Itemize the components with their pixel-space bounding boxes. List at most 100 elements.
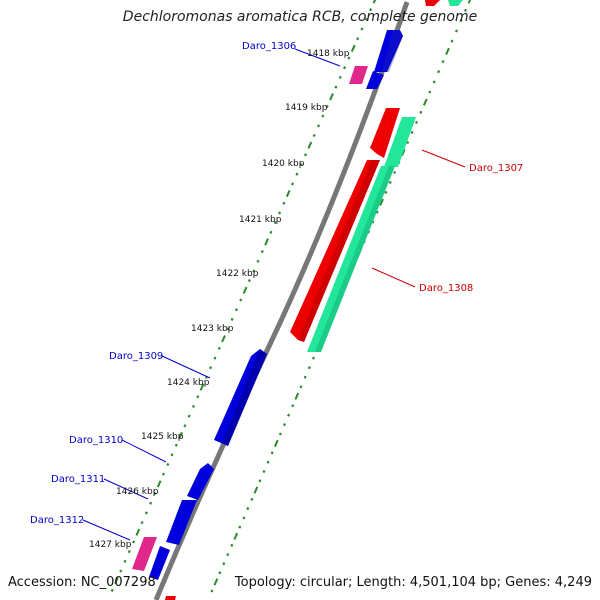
inner-tick-ring-tick	[161, 472, 166, 476]
gene-blue-1306[interactable]	[366, 71, 384, 89]
outer-tick-ring-tick	[262, 469, 266, 474]
gene-blue-1309[interactable]	[214, 349, 267, 446]
inner-tick-ring-tick	[299, 162, 303, 167]
kbp-label-1420: 1420 kbp	[262, 159, 305, 169]
outer-tick-ring-tick	[213, 578, 219, 586]
outer-tick-ring-tick	[467, 0, 472, 4]
inner-tick-ring-tick	[149, 501, 153, 505]
gene-pink-1312[interactable]	[132, 537, 157, 571]
inner-tick-ring-tick	[217, 346, 221, 350]
outer-tick-ring-tick	[384, 190, 388, 194]
gene-blue-1309-shade	[222, 349, 267, 446]
gene-label-daro-1308[interactable]: Daro_1308	[419, 283, 473, 294]
inner-tick-ring-tick	[132, 540, 136, 544]
outer-tick-ring-tick	[388, 180, 392, 184]
leader-1307	[421, 149, 466, 168]
inner-tick-ring-tick	[269, 230, 273, 234]
inner-tick-ring-tick	[192, 404, 195, 408]
inner-tick-ring-tick	[347, 56, 351, 60]
gene-blue-upper[interactable]	[374, 30, 403, 72]
gene-labels: Daro_1306 Daro_1307 Daro_1308 Daro_1309 …	[30, 41, 523, 526]
gene-label-daro-1309[interactable]: Daro_1309	[109, 351, 163, 362]
outer-tick-ring-tick	[375, 210, 379, 214]
gene-red-1307[interactable]	[370, 108, 400, 158]
inner-tick-ring-tick	[209, 366, 213, 370]
inner-tick-ring-tick	[260, 250, 264, 254]
gene-label-daro-1306[interactable]: Daro_1306	[242, 41, 296, 52]
outer-tick-ring-tick	[253, 486, 259, 494]
gene-green-1308[interactable]	[307, 166, 395, 352]
inner-tick-ring-tick	[226, 327, 230, 331]
inner-tick-ring-tick	[329, 93, 334, 101]
inner-tick-ring-tick	[196, 395, 200, 399]
outer-tick-ring-tick	[432, 80, 436, 84]
inner-tick-ring-tick	[312, 133, 316, 138]
inner-tick-ring-tick	[114, 576, 119, 585]
outer-tick-ring-tick	[422, 98, 428, 106]
inner-tick-ring-tick	[321, 114, 325, 118]
gene-label-daro-1307[interactable]: Daro_1307	[469, 163, 523, 174]
inner-tick-ring-tick	[338, 75, 342, 79]
outer-tick-ring-tick	[441, 60, 445, 64]
outer-tick-ring-tick	[233, 532, 239, 540]
gene-green-1307[interactable]	[384, 117, 416, 167]
outer-tick-ring-tick	[419, 110, 423, 114]
inner-tick-ring-tick	[242, 286, 248, 294]
gene-partial-red-top[interactable]	[425, 0, 440, 6]
inner-tick-ring-tick	[278, 211, 282, 215]
inner-tick-ring-tick	[127, 550, 131, 554]
inner-tick-ring-tick	[144, 511, 148, 515]
inner-tick-ring-tick	[234, 308, 238, 312]
kbp-label-1421: 1421 kbp	[239, 215, 282, 225]
leader-1309	[161, 355, 211, 379]
gene-partial-green-top[interactable]	[448, 0, 463, 6]
outer-tick-ring-tick	[278, 432, 282, 436]
outer-tick-ring-tick	[210, 589, 214, 593]
tick-rings	[110, 0, 472, 593]
inner-tick-ring-tick	[356, 37, 360, 41]
gene-blue-1311[interactable]	[166, 500, 197, 545]
gene-label-daro-1311[interactable]: Daro_1311	[51, 474, 105, 485]
inner-tick-ring-tick	[170, 453, 174, 457]
kbp-label-1423: 1423 kbp	[191, 324, 234, 334]
inner-tick-ring-tick	[360, 27, 364, 31]
outer-tick-ring-tick	[222, 562, 226, 566]
gene-green-1308-shade	[315, 166, 395, 352]
inner-tick-ring-tick	[295, 172, 299, 176]
inner-tick-ring-tick	[264, 238, 269, 246]
inner-tick-ring-tick	[307, 141, 313, 149]
gene-label-daro-1310[interactable]: Daro_1310	[69, 435, 123, 446]
outer-tick-ring-tick	[371, 220, 375, 224]
inner-tick-ring-tick	[256, 259, 260, 263]
inner-tick-ring-tick	[135, 528, 141, 536]
inner-tick-ring-tick	[153, 492, 157, 496]
label-leaders	[82, 48, 466, 541]
accession-text: Accession: NC_007298	[8, 575, 156, 590]
inner-tick-ring-tick	[364, 17, 368, 21]
genome-title: Dechloromonas aromatica RCB, complete ge…	[122, 9, 478, 25]
inner-tick-ring-tick	[325, 104, 329, 108]
outer-tick-ring-tick	[226, 553, 230, 557]
genome-backbone	[153, 1, 410, 600]
inner-tick-ring-tick	[213, 356, 217, 360]
gene-shapes	[132, 0, 463, 600]
outer-tick-ring-tick	[266, 460, 270, 464]
gene-blue-1312[interactable]	[149, 546, 170, 580]
inner-tick-ring-tick	[291, 182, 295, 186]
inner-tick-ring-tick	[174, 443, 178, 447]
inner-tick-ring-tick	[187, 414, 191, 418]
outer-tick-ring-tick	[307, 366, 311, 370]
inner-tick-ring-tick	[247, 279, 251, 283]
gene-partial-red-bottom[interactable]	[165, 596, 176, 600]
gene-red-1308[interactable]	[290, 160, 380, 342]
inner-tick-ring-tick	[334, 85, 338, 89]
gene-blue-1310[interactable]	[187, 463, 214, 500]
inner-tick-ring-tick	[199, 383, 205, 391]
outer-tick-ring-tick	[311, 356, 316, 360]
outer-tick-ring-tick	[238, 525, 242, 529]
inner-tick-ring-tick	[343, 66, 347, 70]
gene-label-daro-1312[interactable]: Daro_1312	[30, 515, 84, 526]
gene-pink-1306[interactable]	[349, 66, 368, 84]
